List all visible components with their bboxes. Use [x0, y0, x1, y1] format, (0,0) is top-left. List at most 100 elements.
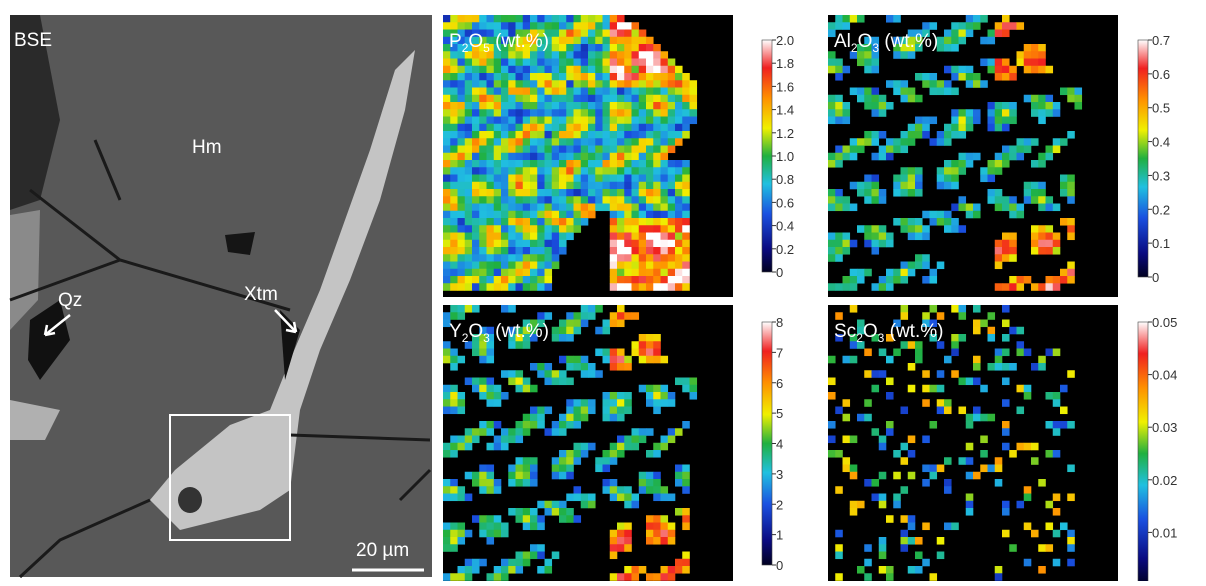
map-pixel: [682, 239, 690, 248]
map-pixel: [472, 384, 480, 393]
map-pixel: [667, 493, 676, 502]
map-pixel: [1031, 65, 1039, 74]
map-pixel: [515, 167, 524, 175]
map-pixel: [479, 479, 487, 487]
map-pixel: [486, 218, 495, 226]
map-pixel: [479, 283, 487, 291]
map-pixel: [588, 87, 596, 96]
map-pixel: [965, 109, 974, 117]
map-pixel: [973, 319, 981, 328]
map-pixel: [479, 29, 487, 38]
map-pixel: [508, 464, 516, 473]
map-pixel: [958, 457, 967, 465]
map-pixel: [609, 529, 618, 538]
map-pixel: [472, 203, 480, 212]
map-pixel: [1038, 51, 1046, 59]
map-pixel: [631, 218, 640, 226]
map-pixel: [667, 167, 676, 175]
map-pixel: [624, 29, 632, 38]
map-pixel: [443, 152, 451, 161]
map-pixel: [479, 232, 487, 241]
map-pixel: [675, 261, 683, 270]
map-pixel: [849, 508, 858, 516]
map-pixel: [508, 247, 516, 255]
map-pixel: [646, 341, 654, 349]
map-pixel: [515, 196, 524, 204]
map-pixel: [551, 370, 560, 378]
map-pixel: [1067, 421, 1075, 429]
map-pixel: [450, 138, 458, 146]
map-pixel: [522, 65, 531, 74]
map-pixel: [653, 239, 661, 248]
map-pixel: [588, 22, 596, 30]
map-pixel: [617, 138, 625, 146]
map-pixel: [464, 341, 473, 349]
map-pixel: [951, 123, 959, 132]
map-pixel: [472, 218, 480, 226]
map-pixel: [849, 283, 858, 291]
map-pixel: [660, 268, 669, 277]
map-pixel: [559, 65, 567, 74]
map-pixel: [660, 131, 669, 139]
map-pixel: [828, 152, 836, 161]
map-pixel: [566, 225, 574, 233]
map-pixel: [609, 131, 618, 139]
map-pixel: [1074, 87, 1083, 96]
map-pixel: [559, 413, 567, 422]
map-pixel: [857, 326, 865, 335]
map-pixel: [951, 167, 959, 175]
map-pixel: [609, 413, 618, 422]
map-pixel: [573, 413, 582, 422]
map-pixel: [660, 442, 669, 451]
map-pixel: [1038, 152, 1046, 161]
map-pixel: [559, 138, 567, 146]
map-pixel: [1031, 109, 1039, 117]
map-pixel: [609, 94, 618, 103]
map-pixel: [653, 44, 661, 52]
map-pixel: [965, 442, 974, 451]
map-pixel: [1052, 138, 1061, 146]
map-pixel: [472, 15, 480, 23]
map-pixel: [493, 109, 502, 117]
map-pixel: [828, 239, 836, 248]
map-pixel: [573, 123, 582, 132]
map-pixel: [944, 36, 952, 45]
map-pixel: [886, 15, 894, 23]
map-pixel: [828, 22, 836, 30]
map-pixel: [987, 102, 996, 110]
map-pixel: [609, 261, 618, 270]
colorbar-tick-label: 1: [776, 528, 783, 543]
map-pixel: [842, 399, 851, 407]
map-pixel: [515, 58, 524, 67]
map-pixel: [450, 363, 458, 371]
map-pixel: [617, 58, 625, 67]
map-pixel: [1016, 442, 1025, 451]
map-pixel: [443, 22, 451, 30]
map-pixel: [624, 80, 632, 88]
map-pixel: [660, 566, 669, 574]
map-pixel: [951, 181, 959, 190]
map-pixel: [617, 276, 625, 284]
map-pixel: [537, 15, 545, 23]
map-pixel: [443, 51, 451, 59]
map-pixel: [479, 189, 487, 197]
map-pixel: [464, 218, 473, 226]
map-pixel: [486, 44, 495, 52]
map-pixel: [900, 87, 909, 96]
map-pixel: [551, 51, 560, 59]
map-pixel: [828, 247, 836, 255]
map-pixel: [638, 51, 647, 59]
map-pixel: [617, 399, 625, 407]
map-pixel: [566, 203, 574, 212]
map-pixel: [530, 116, 538, 125]
map-pixel: [660, 254, 669, 262]
map-pixel: [522, 268, 531, 277]
map-pixel: [653, 406, 661, 415]
map-pixel: [646, 44, 654, 52]
map-pixel: [472, 189, 480, 197]
map-pixel: [1009, 196, 1017, 204]
map-pixel: [580, 51, 589, 59]
map-pixel: [828, 102, 836, 110]
map-pixel: [1002, 363, 1010, 371]
map-pixel: [609, 80, 618, 88]
